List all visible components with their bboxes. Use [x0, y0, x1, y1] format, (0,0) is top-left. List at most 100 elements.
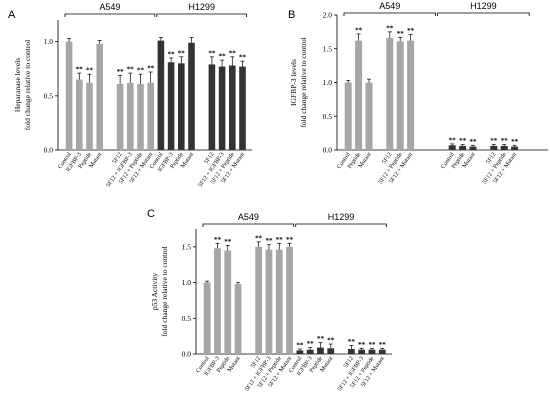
significance-marker: **	[214, 236, 222, 244]
group-bracket	[437, 12, 530, 16]
significance-marker: **	[286, 236, 294, 244]
bar	[203, 282, 211, 354]
bar	[127, 82, 134, 150]
bar	[368, 349, 376, 354]
bar	[296, 350, 304, 354]
y-tick-label: 0.5	[182, 314, 192, 323]
bar	[448, 145, 456, 150]
bar	[234, 284, 242, 354]
significance-marker: **	[368, 341, 376, 349]
bar	[355, 40, 363, 150]
group-bracket	[64, 13, 156, 17]
y-tick-label: 0.5	[44, 91, 54, 100]
bar	[255, 246, 263, 354]
significance-marker: **	[86, 67, 94, 75]
bar	[265, 249, 273, 354]
category-label: 5F12	[381, 152, 393, 166]
group-bracket	[156, 13, 247, 17]
y-tick-label: 1.5	[182, 242, 192, 251]
significance-marker: **	[386, 24, 394, 32]
bar	[358, 349, 366, 354]
significance-marker: **	[379, 341, 387, 349]
significance-marker: **	[327, 337, 335, 345]
bar	[317, 347, 324, 354]
significance-marker: **	[178, 49, 186, 57]
bar	[500, 145, 508, 150]
significance-marker: **	[407, 27, 415, 35]
bar	[327, 348, 335, 354]
bar	[365, 82, 373, 150]
group-bracket	[343, 12, 436, 16]
group-label: H1299	[470, 1, 497, 11]
bar	[86, 82, 93, 150]
significance-marker: **	[224, 238, 232, 246]
significance-marker: **	[397, 30, 405, 38]
y-tick-label: 1.0	[44, 37, 54, 46]
significance-marker: **	[449, 136, 457, 144]
y-tick-label: 1.0	[182, 278, 192, 287]
bar	[218, 66, 226, 150]
y-axis-label: Heparanase levels	[13, 58, 22, 112]
bar	[188, 42, 195, 150]
significance-marker: **	[470, 138, 478, 146]
significance-marker: **	[117, 68, 125, 76]
y-axis-label: fold change relative to control	[160, 246, 169, 336]
bar	[469, 146, 477, 150]
y-axis-label: fold change relative to control	[23, 40, 32, 130]
bar	[378, 349, 386, 354]
significance-marker: **	[317, 335, 325, 343]
bar	[490, 145, 498, 150]
bar	[224, 250, 232, 354]
bar	[65, 41, 73, 150]
significance-marker: **	[490, 137, 498, 145]
significance-marker: **	[147, 65, 155, 73]
group-bracket	[202, 223, 295, 227]
significance-marker: **	[76, 66, 84, 74]
bar	[239, 66, 246, 150]
y-axis-label: IGFBP-3 levels	[289, 59, 298, 106]
bar	[511, 146, 519, 150]
bar	[157, 40, 165, 151]
bar	[76, 79, 83, 150]
bar	[214, 248, 221, 354]
panel-letter: A	[8, 9, 16, 21]
significance-marker: **	[511, 138, 519, 146]
bar	[229, 65, 236, 150]
group-label: H1299	[328, 212, 355, 222]
bar	[116, 83, 124, 150]
panel-letter: C	[147, 208, 155, 220]
category-label: 5F12	[204, 152, 216, 166]
bar	[344, 82, 352, 150]
bar	[306, 349, 314, 354]
group-label: H1299	[188, 2, 215, 12]
y-axis-label: fold change relative to control	[299, 37, 308, 127]
y-tick-label: 1.0	[323, 78, 333, 87]
panel-letter: B	[288, 9, 295, 21]
significance-marker: **	[137, 67, 145, 75]
bar	[275, 249, 283, 354]
group-label: A549	[238, 212, 259, 222]
significance-marker: **	[239, 54, 247, 62]
bar	[147, 82, 154, 150]
bar	[167, 62, 175, 150]
bar	[459, 145, 467, 150]
y-tick-label: 1.5	[323, 44, 333, 53]
bar	[178, 63, 185, 151]
bar	[286, 246, 293, 354]
significance-marker: **	[355, 26, 363, 34]
bar	[407, 40, 415, 150]
significance-marker: **	[219, 53, 227, 61]
y-tick-label: 2.0	[323, 11, 333, 20]
category-label: 5F12	[112, 152, 124, 166]
bar	[137, 83, 144, 150]
group-label: A549	[99, 2, 120, 12]
category-label: 5F12	[250, 356, 262, 370]
group-bracket	[295, 223, 387, 227]
significance-marker: **	[501, 137, 509, 145]
significance-marker: **	[358, 341, 366, 349]
significance-marker: **	[255, 234, 263, 242]
bar	[347, 349, 355, 354]
significance-marker: **	[208, 49, 216, 57]
significance-marker: **	[276, 236, 284, 244]
